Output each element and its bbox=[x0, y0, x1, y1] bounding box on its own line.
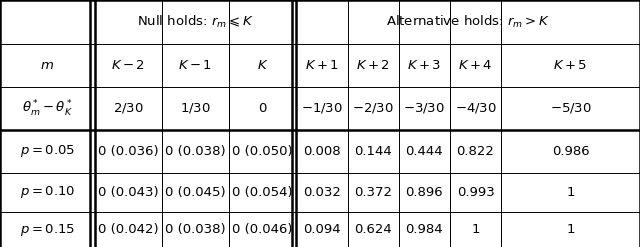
Text: 0.986: 0.986 bbox=[552, 145, 589, 158]
Text: $0$: $0$ bbox=[258, 102, 268, 115]
Text: 0 (0.038): 0 (0.038) bbox=[165, 223, 226, 236]
Text: Null holds: $r_m \leqslant K$: Null holds: $r_m \leqslant K$ bbox=[137, 14, 254, 30]
Text: $-2/30$: $-2/30$ bbox=[352, 102, 394, 115]
Text: $K+5$: $K+5$ bbox=[554, 59, 588, 72]
Text: $K+1$: $K+1$ bbox=[305, 59, 339, 72]
Text: $K+2$: $K+2$ bbox=[356, 59, 390, 72]
Text: 0 (0.050): 0 (0.050) bbox=[232, 145, 293, 158]
Text: $-4/30$: $-4/30$ bbox=[454, 102, 497, 115]
Text: 1: 1 bbox=[566, 223, 575, 236]
Text: $-1/30$: $-1/30$ bbox=[301, 102, 343, 115]
Text: $K+4$: $K+4$ bbox=[458, 59, 493, 72]
Text: 0.144: 0.144 bbox=[355, 145, 392, 158]
Text: $2/30$: $2/30$ bbox=[113, 102, 144, 115]
Text: $K+3$: $K+3$ bbox=[407, 59, 442, 72]
Text: $K$: $K$ bbox=[257, 59, 269, 72]
Text: $K-2$: $K-2$ bbox=[111, 59, 145, 72]
Text: 0 (0.043): 0 (0.043) bbox=[98, 186, 159, 199]
Text: 0 (0.042): 0 (0.042) bbox=[98, 223, 159, 236]
Text: $1/30$: $1/30$ bbox=[180, 102, 211, 115]
Text: 0.444: 0.444 bbox=[406, 145, 443, 158]
Text: $p = 0.05$: $p = 0.05$ bbox=[20, 143, 75, 159]
Text: 0.372: 0.372 bbox=[354, 186, 392, 199]
Text: 0 (0.045): 0 (0.045) bbox=[165, 186, 226, 199]
Text: 0.624: 0.624 bbox=[355, 223, 392, 236]
Text: 0 (0.046): 0 (0.046) bbox=[232, 223, 293, 236]
Text: 0 (0.054): 0 (0.054) bbox=[232, 186, 293, 199]
Text: 0.008: 0.008 bbox=[303, 145, 340, 158]
Text: $p = 0.15$: $p = 0.15$ bbox=[20, 222, 75, 238]
Text: 1: 1 bbox=[566, 186, 575, 199]
Text: 0.993: 0.993 bbox=[457, 186, 494, 199]
Text: 0.032: 0.032 bbox=[303, 186, 341, 199]
Text: $m$: $m$ bbox=[40, 59, 54, 72]
Text: $p = 0.10$: $p = 0.10$ bbox=[20, 185, 75, 200]
Text: $-5/30$: $-5/30$ bbox=[550, 102, 591, 115]
Text: 0.822: 0.822 bbox=[456, 145, 495, 158]
Text: Alternative holds: $r_m > K$: Alternative holds: $r_m > K$ bbox=[386, 14, 550, 30]
Text: 0 (0.036): 0 (0.036) bbox=[98, 145, 159, 158]
Text: 0.094: 0.094 bbox=[303, 223, 340, 236]
Text: $K-1$: $K-1$ bbox=[179, 59, 212, 72]
Text: 1: 1 bbox=[471, 223, 480, 236]
Text: 0.984: 0.984 bbox=[406, 223, 443, 236]
Text: $\theta_m^* - \theta_K^*$: $\theta_m^* - \theta_K^*$ bbox=[22, 98, 73, 119]
Text: $-3/30$: $-3/30$ bbox=[403, 102, 445, 115]
Text: 0 (0.038): 0 (0.038) bbox=[165, 145, 226, 158]
Text: 0.896: 0.896 bbox=[406, 186, 443, 199]
